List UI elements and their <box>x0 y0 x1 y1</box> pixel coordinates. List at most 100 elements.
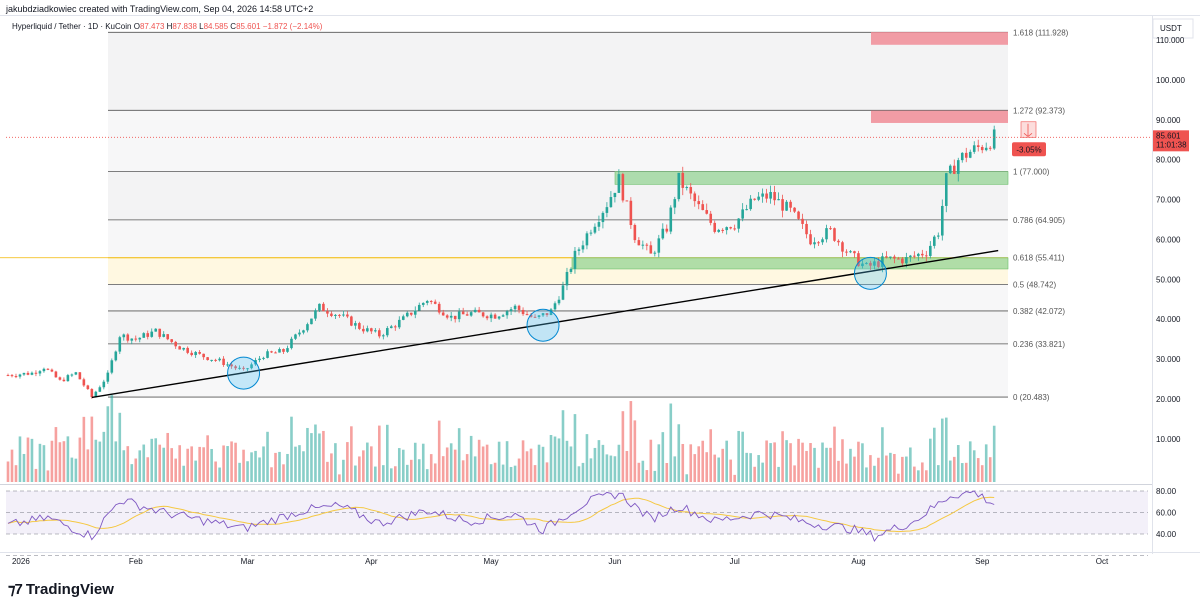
candle-body <box>593 226 597 233</box>
volume-bar <box>625 450 629 482</box>
candle-body <box>669 207 673 232</box>
candle-body <box>793 207 796 212</box>
volume-bar <box>354 465 357 482</box>
candle-body <box>541 313 545 316</box>
volume-bar <box>809 443 812 482</box>
volume-bar <box>757 455 760 482</box>
candle-body <box>992 129 996 149</box>
candle-body <box>126 334 130 341</box>
candle-body <box>873 261 876 266</box>
price-axis-border <box>1152 15 1153 554</box>
candle-body <box>206 357 209 361</box>
volume-bar <box>940 418 944 482</box>
volume-bar <box>441 456 445 482</box>
price-tick-label: 30.000 <box>1156 355 1181 364</box>
volume-bar <box>885 455 888 482</box>
volume-bar <box>976 458 980 482</box>
candle-body <box>354 323 357 326</box>
volume-bar <box>725 440 728 482</box>
volume-bar <box>18 436 22 482</box>
candle-body <box>773 192 776 201</box>
candle-body <box>246 368 249 370</box>
volume-bar <box>813 447 816 482</box>
candle-body <box>314 310 317 319</box>
volume-bar <box>801 442 804 482</box>
price-tick-label: 80.000 <box>1156 156 1181 165</box>
volume-bar <box>74 458 78 482</box>
time-tick-label: Mar <box>241 557 255 566</box>
candle-body <box>701 204 705 211</box>
volume-bar <box>14 465 18 482</box>
volume-bar <box>409 459 413 482</box>
volume-bar <box>661 432 665 482</box>
volume-bar <box>22 453 26 482</box>
candle-body <box>110 360 114 373</box>
volume-bar <box>769 443 772 482</box>
candle-body <box>473 309 477 313</box>
volume-bar <box>889 452 892 482</box>
volume-bar <box>290 416 293 482</box>
candle-body <box>238 367 241 369</box>
volume-bar <box>913 466 916 482</box>
candle-body <box>829 228 832 230</box>
candle-body <box>745 209 748 211</box>
candle-body <box>641 244 645 246</box>
candle-body <box>18 374 22 377</box>
candle-body <box>98 387 102 392</box>
tradingview-logo[interactable]: ⁊7 TradingView <box>8 580 114 599</box>
candle-body <box>681 172 685 188</box>
symbol-title[interactable]: Hyperliquid / Tether · 1D · KuCoin <box>12 22 132 31</box>
volume-bar <box>829 447 832 482</box>
volume-bar <box>342 459 345 482</box>
candle-body <box>493 314 497 319</box>
volume-bar <box>501 464 505 482</box>
volume-bar <box>382 465 385 482</box>
volume-bar <box>473 456 477 482</box>
volume-bar <box>553 436 557 482</box>
volume-bar <box>569 446 573 482</box>
candle-body <box>274 352 277 354</box>
candle-body <box>6 375 10 377</box>
candle-body <box>437 303 441 313</box>
candle-body <box>118 337 122 352</box>
volume-bar <box>298 445 301 482</box>
candle-body <box>154 328 158 332</box>
symbol-legend: Hyperliquid / Tether · 1D · KuCoin O87.4… <box>12 22 322 31</box>
candle-body <box>266 351 269 358</box>
candle-body <box>158 328 162 337</box>
volume-bar <box>413 442 417 482</box>
volume-bar <box>46 470 50 482</box>
rsi-tick-label: 80.00 <box>1156 487 1177 496</box>
candle-body <box>66 375 70 382</box>
volume-bar <box>641 460 645 482</box>
price-tick-label: 60.000 <box>1156 235 1181 244</box>
price-chart[interactable]: 0 (20.483) 0.236 (33.821) 0.382 (42.072) 0.… <box>0 0 1200 575</box>
volume-bar <box>194 460 197 482</box>
candle-body <box>709 213 713 223</box>
volume-bar <box>697 446 701 482</box>
candle-body <box>242 367 245 369</box>
volume-bar <box>469 435 473 482</box>
candle-body <box>382 335 385 337</box>
candle-body <box>677 172 681 200</box>
volume-bar <box>266 431 269 482</box>
candle-body <box>529 314 533 317</box>
time-tick-label: Oct <box>1096 557 1109 566</box>
candle-body <box>837 240 840 243</box>
volume-bar <box>493 462 497 482</box>
candle-body <box>22 372 26 375</box>
volume-bar <box>565 440 569 482</box>
volume-bar <box>517 458 521 482</box>
candle-body <box>338 314 341 316</box>
volume-bar <box>821 442 824 482</box>
volume-bar <box>837 460 840 482</box>
volume-bar <box>881 427 884 482</box>
volume-bar <box>278 451 281 482</box>
volume-bar <box>845 463 848 482</box>
candle-body <box>122 334 126 338</box>
candle-body <box>877 261 880 267</box>
price-tick-label: 20.000 <box>1156 395 1181 404</box>
volume-bar <box>338 474 341 482</box>
candle-body <box>705 210 709 214</box>
volume-bar <box>761 462 764 482</box>
